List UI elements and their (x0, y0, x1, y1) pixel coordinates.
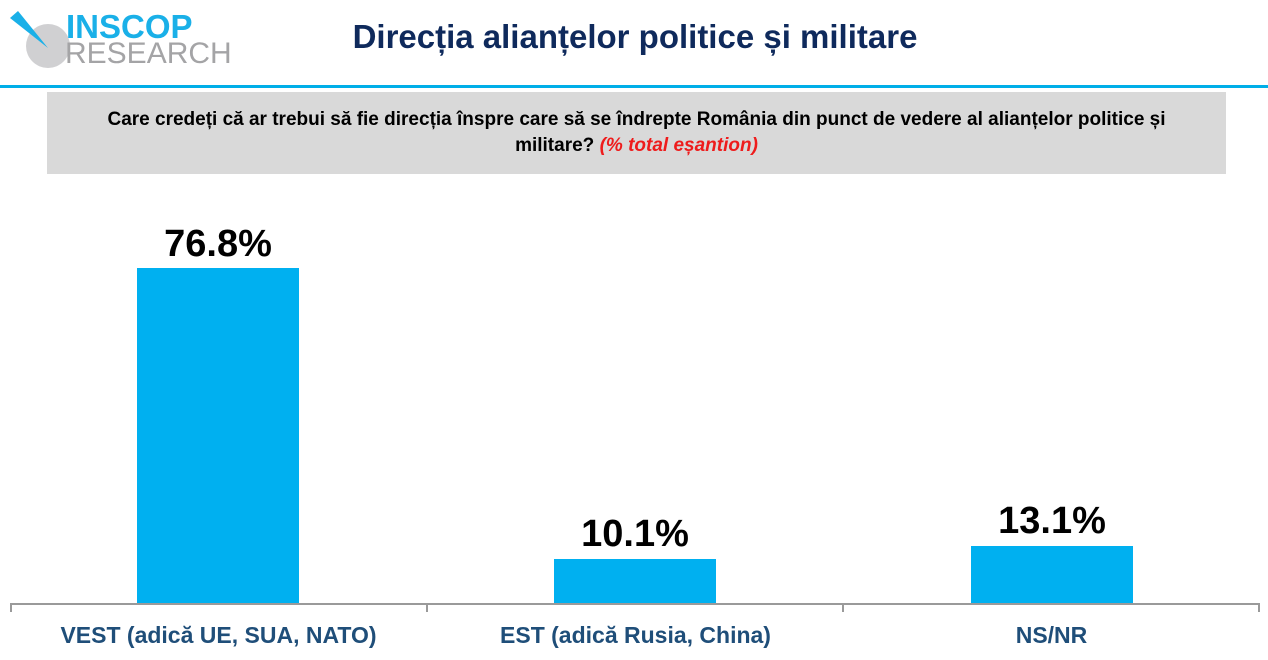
logo-text-research: RESEARCH (65, 37, 232, 70)
question-text-wrap: Care credeți că ar trebui să fie direcți… (87, 107, 1186, 159)
question-text: Care credeți că ar trebui să fie direcți… (107, 108, 1166, 156)
bar-vest (137, 268, 299, 603)
category-label-vest: VEST (adică UE, SUA, NATO) (60, 622, 377, 648)
axis-tick (842, 603, 844, 612)
logo-needle-icon (10, 11, 48, 48)
axis-tick (1258, 603, 1260, 612)
x-axis (10, 603, 1260, 605)
value-label-est: 10.1% (581, 513, 689, 555)
bar-chart: 76.8% 10.1% 13.1% VEST (adică UE, SUA, N… (0, 180, 1268, 660)
bar-est (554, 559, 716, 603)
inscop-logo: INSCOP RESEARCH (8, 8, 232, 69)
header-divider (0, 85, 1268, 88)
value-label-nsnr: 13.1% (998, 500, 1106, 542)
bar-nsnr (971, 546, 1133, 603)
question-box: Care credeți că ar trebui să fie direcți… (47, 92, 1226, 174)
sample-note: (% total eșantion) (599, 135, 758, 156)
axis-tick (426, 603, 428, 612)
category-label-nsnr: NS/NR (1015, 622, 1088, 648)
logo-text-inscop: INSCOP (66, 8, 193, 45)
axis-tick (10, 603, 12, 612)
page-title: Direcția alianțelor politice și militare (352, 18, 918, 55)
category-label-est: EST (adică Rusia, China) (500, 622, 771, 648)
value-label-vest: 76.8% (164, 223, 272, 265)
